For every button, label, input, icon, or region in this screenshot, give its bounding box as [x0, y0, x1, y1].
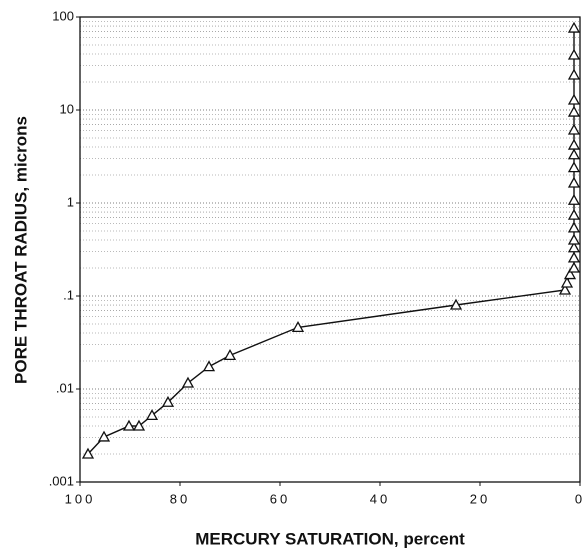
- x-tick-label: 0: [575, 491, 585, 506]
- triangle-marker: [122, 419, 136, 431]
- triangle-marker: [223, 349, 237, 361]
- triangle-marker: [567, 193, 581, 205]
- y-tick-label: .01: [56, 380, 74, 395]
- triangle-marker: [81, 447, 95, 459]
- series-line: [87, 28, 575, 455]
- triangle-marker: [567, 176, 581, 188]
- triangle-marker: [567, 241, 581, 253]
- x-tick-label: 60: [270, 491, 290, 506]
- triangle-marker: [567, 138, 581, 150]
- triangle-marker: [291, 321, 305, 333]
- triangle-marker: [181, 376, 195, 388]
- x-tick-label: 80: [170, 491, 190, 506]
- x-tick-label: 40: [370, 491, 390, 506]
- triangle-marker: [563, 268, 577, 280]
- triangle-marker: [202, 360, 216, 372]
- triangle-marker: [567, 208, 581, 220]
- triangle-marker: [567, 21, 581, 33]
- y-tick-label: .001: [49, 473, 74, 488]
- y-tick-label: .1: [63, 287, 74, 302]
- triangle-marker: [567, 261, 581, 273]
- triangle-marker: [449, 298, 463, 310]
- triangle-marker: [161, 395, 175, 407]
- triangle-marker: [567, 93, 581, 105]
- triangle-marker: [97, 430, 111, 442]
- x-axis-label: MERCURY SATURATION, percent: [195, 529, 465, 548]
- triangle-marker: [145, 409, 159, 421]
- triangle-marker: [567, 48, 581, 60]
- y-tick-label: 10: [60, 101, 74, 116]
- triangle-marker: [567, 233, 581, 245]
- triangle-marker: [567, 251, 581, 263]
- triangle-marker: [567, 148, 581, 160]
- y-tick-label: 1: [67, 194, 74, 209]
- triangle-marker: [558, 283, 572, 295]
- triangle-marker: [560, 276, 574, 288]
- triangle-marker: [567, 105, 581, 117]
- triangle-marker: [567, 221, 581, 233]
- triangle-marker: [132, 419, 146, 431]
- x-tick-label: 100: [65, 491, 96, 506]
- y-axis-label: PORE THROAT RADIUS, microns: [11, 116, 30, 384]
- triangle-marker: [567, 161, 581, 173]
- triangle-marker: [567, 68, 581, 80]
- plot-frame: [79, 16, 581, 483]
- x-tick-label: 20: [470, 491, 490, 506]
- y-tick-label: 100: [52, 8, 74, 23]
- triangle-marker: [567, 123, 581, 135]
